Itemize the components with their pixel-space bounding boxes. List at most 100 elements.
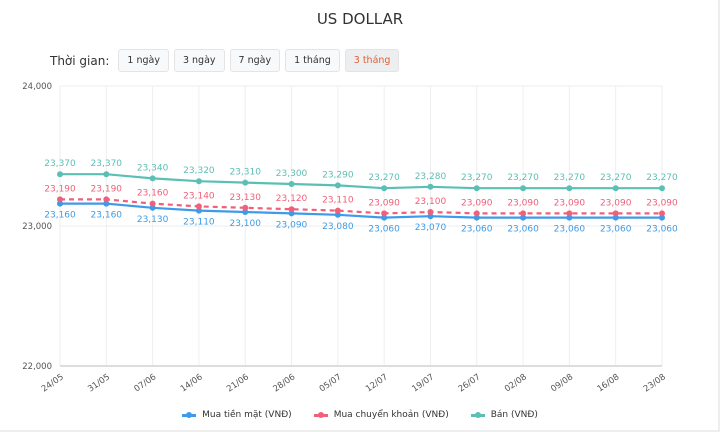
data-point (288, 210, 295, 217)
data-label: 23,060 (554, 225, 586, 235)
data-point (149, 200, 156, 207)
data-point (520, 185, 527, 192)
data-point (103, 200, 110, 207)
data-point (334, 211, 341, 218)
data-point (334, 182, 341, 189)
data-point (520, 214, 527, 221)
data-point (612, 185, 619, 192)
filter-7-days-button[interactable]: 7 ngày (229, 49, 281, 72)
data-point (427, 209, 434, 215)
data-label: 23,120 (276, 194, 308, 204)
data-label: 23,270 (646, 173, 678, 183)
data-label: 23,110 (183, 218, 215, 228)
data-label: 23,090 (646, 198, 678, 208)
legend-swatch (313, 411, 328, 418)
data-label: 23,160 (44, 211, 76, 221)
data-point (566, 185, 573, 192)
x-tick-label: 12/07 (364, 372, 390, 394)
data-point (381, 214, 388, 221)
data-point (566, 214, 573, 221)
data-point (242, 204, 249, 211)
data-label: 23,290 (322, 170, 354, 180)
x-tick-label: 14/06 (179, 372, 205, 394)
data-point (57, 171, 63, 178)
data-point (103, 171, 110, 178)
data-point (57, 200, 63, 207)
data-label: 23,270 (368, 173, 400, 183)
legend-swatch (182, 411, 197, 418)
data-label: 23,300 (276, 169, 308, 179)
data-point (288, 206, 295, 213)
legend-label: Mua tiền mặt (VNĐ) (202, 410, 292, 420)
data-point (659, 210, 665, 217)
data-point (520, 210, 527, 217)
data-label: 23,090 (276, 220, 308, 230)
data-label: 23,130 (229, 193, 261, 203)
data-label: 23,160 (137, 189, 169, 199)
time-filter: Thời gian: 1 ngày 3 ngày 7 ngày 1 tháng … (50, 49, 400, 72)
y-tick-label: 24,000 (22, 82, 52, 92)
data-point (195, 178, 202, 185)
data-point (612, 210, 619, 217)
data-label: 23,130 (137, 215, 169, 225)
data-label: 23,090 (554, 198, 586, 208)
data-label: 23,270 (461, 173, 493, 183)
data-label: 23,270 (507, 173, 539, 183)
data-label: 23,190 (44, 184, 76, 194)
data-point (427, 183, 434, 190)
data-label: 23,320 (183, 166, 215, 176)
legend-label: Mua chuyển khoản (VNĐ) (333, 410, 449, 420)
data-label: 23,310 (229, 168, 261, 178)
legend-label: Bán (VNĐ) (490, 410, 538, 420)
data-label: 23,100 (229, 219, 261, 229)
data-point (195, 207, 202, 214)
filter-3-days-button[interactable]: 3 ngày (173, 49, 225, 72)
legend: Mua tiền mặt (VNĐ) Mua chuyển khoản (VNĐ)… (0, 410, 720, 420)
chart-title: US DOLLAR (316, 10, 404, 28)
data-label: 23,270 (554, 173, 586, 183)
data-point (288, 181, 295, 187)
data-label: 23,060 (507, 225, 539, 235)
data-label: 23,270 (600, 173, 632, 183)
x-tick-label: 07/06 (133, 372, 159, 394)
data-point (149, 204, 156, 211)
data-label: 23,100 (415, 197, 447, 207)
x-tick-label: 09/08 (549, 372, 575, 394)
data-point (242, 179, 249, 186)
filter-1-day-button[interactable]: 1 ngày (118, 49, 169, 72)
series-line (60, 173, 662, 190)
data-point (427, 213, 434, 220)
legend-item[interactable]: Mua chuyển khoản (VNĐ) (313, 410, 449, 420)
data-label: 23,340 (137, 163, 169, 173)
x-tick-label: 31/05 (86, 372, 112, 394)
data-point (659, 214, 665, 221)
data-label: 23,090 (507, 198, 539, 208)
x-tick-label: 24/05 (40, 372, 66, 394)
data-label: 23,060 (368, 225, 400, 235)
data-point (57, 196, 63, 203)
time-filter-label: Thời gian: (50, 53, 110, 68)
data-label: 23,160 (91, 211, 123, 221)
series-line (60, 198, 662, 215)
data-point (473, 210, 480, 217)
data-point (612, 214, 619, 221)
filter-1-month-button[interactable]: 1 tháng (285, 49, 340, 72)
data-point (473, 185, 480, 192)
data-label: 23,090 (368, 198, 400, 208)
x-tick-label: 19/07 (410, 372, 436, 394)
data-label: 23,070 (415, 223, 447, 233)
data-point (103, 196, 110, 203)
legend-item[interactable]: Bán (VNĐ) (470, 410, 538, 420)
filter-3-months-button[interactable]: 3 tháng (344, 49, 400, 72)
data-point (381, 185, 388, 192)
x-tick-label: 26/07 (457, 372, 483, 394)
data-label: 23,080 (322, 222, 354, 232)
data-label: 23,370 (44, 159, 76, 169)
legend-item[interactable]: Mua tiền mặt (VNĐ) (182, 410, 292, 420)
data-label: 23,060 (461, 225, 493, 235)
data-point (149, 175, 156, 182)
data-point (566, 210, 573, 217)
data-label: 23,280 (415, 172, 447, 182)
